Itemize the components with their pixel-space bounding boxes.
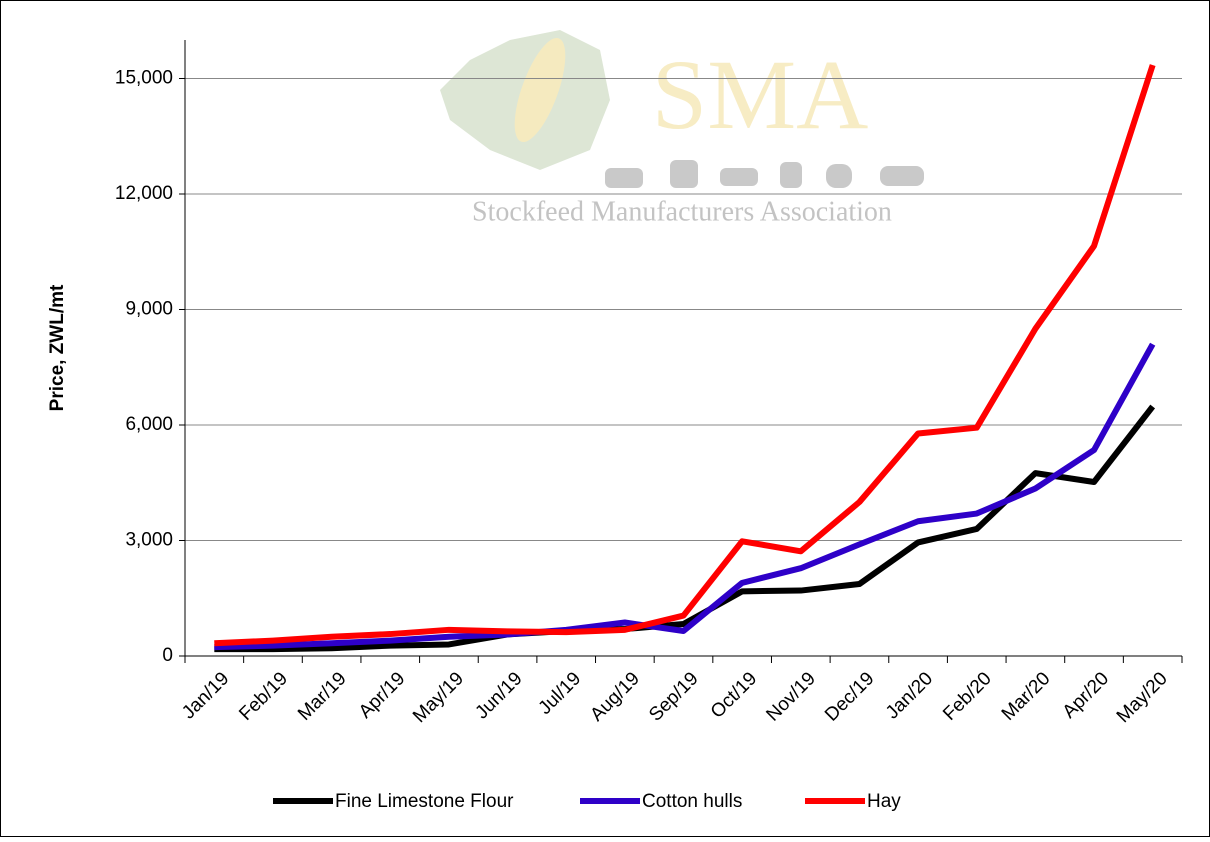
y-tick-label: 0 (162, 645, 173, 666)
y-tick-label: 3,000 (125, 530, 173, 551)
legend-label: Cotton hulls (642, 791, 742, 812)
y-tick-label: 12,000 (115, 183, 173, 204)
chart: SMA Stockfeed Manufacturers Association … (0, 0, 1210, 837)
y-tick-label: 15,000 (115, 68, 173, 89)
watermark-tagline: Stockfeed Manufacturers Association (472, 196, 892, 227)
y-tick-label: 9,000 (125, 299, 173, 320)
watermark: SMA Stockfeed Manufacturers Association (440, 30, 924, 227)
legend-label: Hay (867, 791, 901, 812)
legend-label: Fine Limestone Flour (335, 791, 514, 812)
y-tick-label: 6,000 (125, 414, 173, 435)
y-axis-label: Price, ZWL/mt (47, 284, 68, 411)
watermark-logo: SMA (652, 39, 869, 150)
